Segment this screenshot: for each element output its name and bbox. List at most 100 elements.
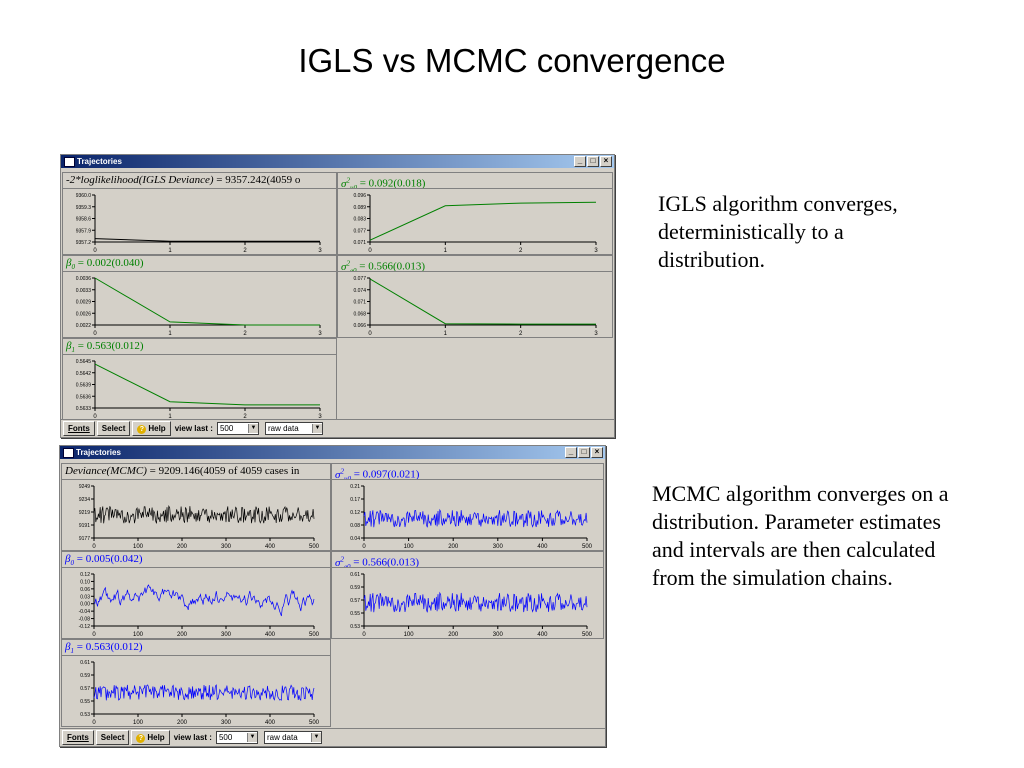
select-button[interactable]: Select: [95, 730, 130, 745]
y-tick-label: 9357.2: [76, 240, 92, 246]
window-title: Trajectories: [76, 448, 121, 457]
y-tick-label: 0.071: [353, 240, 366, 246]
x-tick-label: 500: [582, 632, 593, 638]
pane-value: = 0.563(0.012): [74, 340, 144, 352]
series-line: [94, 277, 320, 326]
app-icon: [63, 448, 74, 458]
y-tick-label: 9358.6: [76, 217, 92, 223]
view-last-select[interactable]: 500 ▼: [216, 422, 259, 435]
pane-igls-beta1: β1 = 0.563(0.012) 0 1 2 3 0.5645 0.5642 0.5639…: [62, 338, 337, 421]
minimize-button[interactable]: _: [574, 156, 586, 167]
pane-value: = 9357.242(4059 o: [213, 174, 301, 186]
x-tick-label: 300: [221, 632, 232, 638]
pane-mcmc-beta1: β1 = 0.563(0.012) 0 100 200 300 400 500 0.61 0.…: [61, 639, 331, 727]
y-tick-label: -0.04: [79, 609, 91, 615]
pane-mcmc-beta0: β0 = 0.005(0.042) 0 100 200 300 400 500 0.12 0.…: [61, 551, 331, 639]
help-button[interactable]: ? Help: [132, 421, 171, 436]
plot-mcmc-deviance: 0 100 200 300 400 500 9249 9234 9219 9191 9177: [79, 484, 320, 550]
pane-label: β0: [65, 553, 74, 568]
pane-label: β1: [66, 340, 75, 355]
pane-label: σ2u0: [335, 467, 351, 480]
mcmc-window-titlebar[interactable]: Trajectories _ □ ×: [60, 446, 605, 459]
y-tick-label: 0.0036: [76, 276, 92, 282]
y-tick-label: 0.5636: [76, 394, 92, 400]
help-button[interactable]: ? Help: [131, 730, 170, 745]
pane-igls-sigma-e0: σ2e0 = 0.566(0.013) 0 1 2 3 0.077 0.074 0.071 0…: [337, 255, 613, 338]
y-tick-label: -0.12: [79, 624, 91, 630]
close-button[interactable]: ×: [591, 447, 603, 458]
x-tick-label: 3: [318, 414, 322, 420]
x-tick-label: 200: [177, 632, 188, 638]
x-tick-label: 1: [168, 331, 172, 337]
plot-igls-beta1: 0 1 2 3 0.5645 0.5642 0.5639 0.5636 0.5633: [76, 359, 323, 420]
x-tick-label: 0: [368, 331, 372, 337]
y-tick-label: 9359.3: [76, 205, 92, 211]
pane-value: = 0.566(0.013): [356, 260, 426, 272]
x-tick-label: 300: [493, 632, 504, 638]
mcmc-statusbar: Fonts Select ? Help view last : 500 ▼ raw …: [60, 728, 605, 746]
fonts-button[interactable]: Fonts: [63, 421, 95, 436]
x-tick-label: 0: [92, 544, 96, 550]
mcmc-description: MCMC algorithm converges on a distributi…: [652, 481, 949, 590]
pane-label: -2*loglikelihood(IGLS Deviance): [66, 174, 214, 186]
pane-value: = 0.097(0.021): [350, 468, 420, 480]
window-title: Trajectories: [77, 157, 122, 166]
y-tick-label: 0.57: [350, 598, 360, 604]
y-tick-label: 0.5642: [76, 371, 92, 377]
select-button[interactable]: Select: [96, 421, 131, 436]
y-tick-label: 0.55: [80, 699, 90, 705]
x-tick-label: 200: [177, 720, 188, 726]
x-tick-label: 2: [243, 248, 247, 254]
x-tick-label: 400: [265, 720, 276, 726]
help-icon: ?: [137, 425, 147, 434]
pane-value: = 9209.146(4059 of 4059 cases in: [146, 465, 300, 477]
x-tick-label: 1: [168, 248, 172, 254]
y-tick-label: 9360.0: [76, 193, 92, 199]
maximize-button[interactable]: □: [578, 447, 590, 458]
minimize-button[interactable]: _: [565, 447, 577, 458]
close-button[interactable]: ×: [600, 156, 612, 167]
fonts-button[interactable]: Fonts: [62, 730, 94, 745]
chevron-down-icon: ▼: [310, 733, 321, 742]
igls-statusbar: Fonts Select ? Help view last : 500 ▼ raw …: [61, 419, 614, 437]
x-tick-label: 500: [309, 544, 320, 550]
x-tick-label: 400: [265, 632, 276, 638]
y-tick-label: 0.57: [80, 686, 90, 692]
pane-value: = 0.005(0.042): [73, 553, 143, 565]
y-tick-label: 0.53: [80, 712, 90, 718]
y-tick-label: 0.5639: [76, 383, 92, 389]
x-tick-label: 200: [448, 632, 459, 638]
chevron-down-icon: ▼: [247, 424, 258, 433]
x-tick-label: 1: [444, 248, 448, 254]
pane-igls-beta0: β0 = 0.002(0.040) 0 1 2 3 0.0036 0.0033 0.0029…: [62, 255, 337, 338]
data-mode-select[interactable]: raw data ▼: [263, 731, 322, 744]
y-tick-label: 0.077: [353, 228, 366, 234]
x-tick-label: 0: [92, 632, 96, 638]
pane-label: σ2e0: [341, 259, 357, 272]
maximize-button[interactable]: □: [587, 156, 599, 167]
y-tick-label: 0.12: [80, 572, 90, 578]
y-tick-label: 0.5633: [76, 406, 92, 412]
app-icon: [64, 157, 75, 167]
pane-label: β0: [66, 257, 75, 272]
x-tick-label: 3: [318, 331, 322, 337]
pane-value: = 0.563(0.012): [73, 641, 143, 653]
y-tick-label: 0.59: [80, 673, 90, 679]
x-tick-label: 400: [537, 632, 548, 638]
y-tick-label: 0.06: [80, 587, 90, 593]
y-tick-label: 0.10: [80, 579, 90, 585]
view-last-select[interactable]: 500 ▼: [215, 731, 258, 744]
chevron-down-icon: ▼: [246, 733, 257, 742]
igls-window-titlebar[interactable]: Trajectories _ □ ×: [61, 155, 614, 168]
y-tick-label: 0.61: [80, 660, 90, 666]
view-last-label: view last :: [173, 733, 212, 742]
x-tick-label: 3: [318, 248, 322, 254]
x-tick-label: 2: [519, 331, 523, 337]
mcmc-trajectories-window: Trajectories _ □ × Deviance(MCMC) = 9209…: [59, 445, 606, 747]
pane-label: β1: [65, 641, 74, 656]
y-tick-label: 0.089: [353, 205, 366, 211]
plot-area: [364, 486, 587, 538]
data-mode-select[interactable]: raw data ▼: [264, 422, 323, 435]
x-tick-label: 200: [177, 544, 188, 550]
y-tick-label: 0.55: [350, 611, 360, 617]
